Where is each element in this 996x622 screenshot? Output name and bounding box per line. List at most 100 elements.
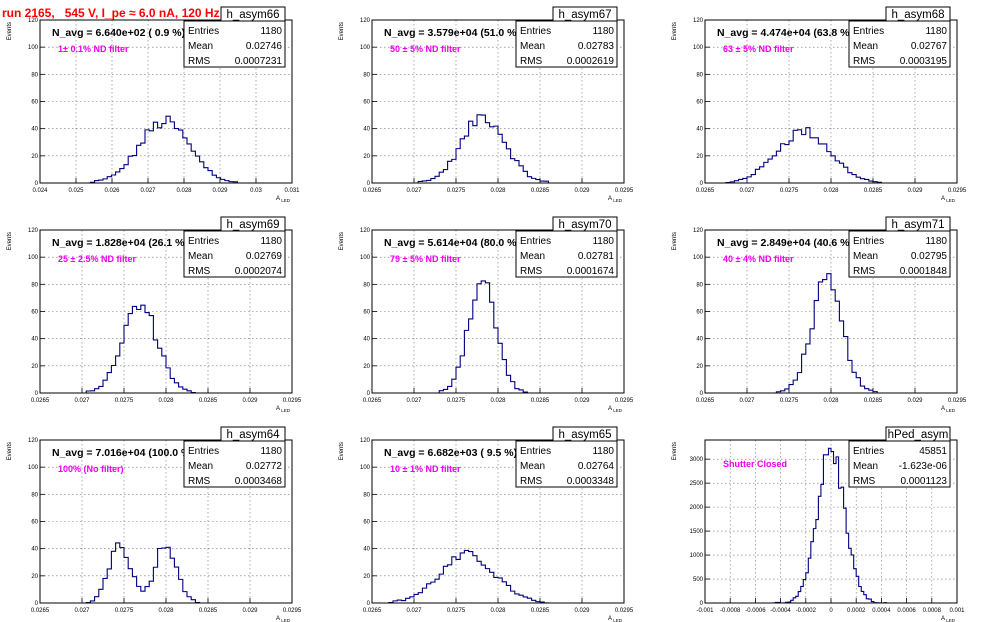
stats-value: 0.0002074 xyxy=(235,266,283,277)
stats-value: 0.0001123 xyxy=(900,476,947,487)
stats-value: 0.02781 xyxy=(578,251,615,262)
x-tick-label: 0.0265 xyxy=(363,398,382,404)
histogram-name: h_asym70 xyxy=(558,219,611,231)
histogram-line xyxy=(40,115,292,184)
stats-key: RMS xyxy=(520,476,543,487)
stats-value: 0.0007231 xyxy=(235,56,283,67)
stats-box: h_asym70 Entries 1180 Mean 0.02781 RMS 0.00016… xyxy=(515,216,618,278)
navg-label: N_avg = 7.016e+04 (100.0 %) xyxy=(52,447,194,459)
y-tick-label: 20 xyxy=(696,364,703,370)
y-tick-label: 120 xyxy=(28,438,39,444)
x-tick-label: 0.0275 xyxy=(447,188,466,194)
stats-key: Mean xyxy=(853,461,878,472)
stats-box: h_asym66 Entries 1180 Mean 0.02746 RMS 0.00072… xyxy=(183,6,286,68)
stats-value: 1180 xyxy=(260,446,282,457)
y-tick-label: 2500 xyxy=(690,481,704,487)
y-tick-label: 100 xyxy=(28,45,39,51)
stats-value: 0.02795 xyxy=(911,251,948,262)
x-tick-label: 0.028 xyxy=(823,188,839,194)
stats-key: Mean xyxy=(188,41,213,52)
x-tick-label: 0 xyxy=(829,608,833,614)
y-tick-label: 500 xyxy=(693,577,704,583)
y-tick-label: 80 xyxy=(31,282,38,288)
x-tick-label: 0.0285 xyxy=(531,398,550,404)
stats-value: 1180 xyxy=(592,236,614,247)
stats-box: h_asym68 Entries 1180 Mean 0.02767 RMS 0.00031… xyxy=(848,6,951,68)
histogram-panel-hPed_asym: -0.001 -0.0008 -0.0006 -0.0004 -0.0002 0 0.000… xyxy=(672,426,965,622)
x-tick-label: 0.03 xyxy=(250,188,262,194)
histogram-panel-h_asym67: 0.0265 0.027 0.0275 0.028 0.0285 0.029 0.0295 0… xyxy=(339,6,634,203)
y-tick-label: 100 xyxy=(28,465,39,471)
x-tick-label: 0.0285 xyxy=(531,608,550,614)
x-tick-label: 0.0006 xyxy=(897,608,916,614)
x-tick-label: 0.029 xyxy=(242,398,258,404)
y-tick-label: 0 xyxy=(35,391,39,397)
plot-frame xyxy=(704,439,958,604)
x-tick-label: 0.028 xyxy=(176,188,192,194)
y-tick-label: 0 xyxy=(700,391,704,397)
histogram-panel-h_asym71: 0.0265 0.027 0.0275 0.028 0.0285 0.029 0.0295 0… xyxy=(672,216,967,413)
y-tick-label: 0 xyxy=(35,601,39,607)
stats-key: Mean xyxy=(188,461,213,472)
x-tick-label: 0.028 xyxy=(158,398,174,404)
stats-key: RMS xyxy=(853,56,876,67)
y-axis-label: Events xyxy=(339,22,345,40)
x-tick-label: 0.0265 xyxy=(363,188,382,194)
stats-value: -1.623e-06 xyxy=(899,461,948,472)
stats-key: Mean xyxy=(520,41,545,52)
histogram-panel-h_asym66: 0.024 0.025 0.026 0.027 0.028 0.029 0.03 0.031 0… xyxy=(7,6,300,203)
stats-key: Entries xyxy=(520,236,551,247)
stats-key: Entries xyxy=(520,26,551,37)
x-tick-label: 0.028 xyxy=(823,398,839,404)
histogram-panel-h_asym70: 0.0265 0.027 0.0275 0.028 0.0285 0.029 0.0295 0… xyxy=(339,216,634,413)
filter-note: 100% (No filter) xyxy=(58,464,124,474)
stats-key: Entries xyxy=(188,236,219,247)
x-tick-label: 0.0265 xyxy=(696,188,715,194)
y-tick-label: 1000 xyxy=(690,553,704,559)
y-tick-label: 120 xyxy=(360,18,371,24)
y-tick-label: 3000 xyxy=(690,457,704,463)
x-tick-label: 0.0285 xyxy=(199,398,218,404)
x-tick-label: 0.031 xyxy=(284,188,300,194)
x-tick-label: 0.029 xyxy=(574,188,590,194)
filter-note: 25 ± 2.5% ND filter xyxy=(58,254,136,264)
y-tick-label: 100 xyxy=(693,45,704,51)
x-tick-label: 0.028 xyxy=(490,608,506,614)
y-tick-label: 120 xyxy=(360,438,371,444)
x-tick-label: 0.0285 xyxy=(864,398,883,404)
filter-note: 10 ± 1% ND filter xyxy=(390,464,461,474)
y-tick-label: 80 xyxy=(363,72,370,78)
navg-label: N_avg = 3.579e+04 (51.0 %) xyxy=(384,27,520,39)
filter-note: 1± 0.1% ND filter xyxy=(58,44,129,54)
histogram-name: h_asym71 xyxy=(891,219,944,231)
x-tick-label: 0.0295 xyxy=(283,608,302,614)
y-tick-label: 0 xyxy=(35,181,39,187)
stats-key: RMS xyxy=(853,476,876,487)
x-axis-label: A LED xyxy=(608,196,623,203)
y-tick-label: 60 xyxy=(363,520,370,526)
y-tick-label: 0 xyxy=(367,181,371,187)
y-tick-label: 40 xyxy=(363,547,370,553)
stats-value: 0.0003195 xyxy=(900,56,948,67)
plot-frame xyxy=(704,19,958,184)
x-tick-label: -0.0004 xyxy=(770,608,791,614)
x-tick-label: 0.027 xyxy=(406,188,422,194)
x-axis-label: A LED xyxy=(276,616,291,622)
histogram-name: h_asym67 xyxy=(558,9,611,21)
stats-key: RMS xyxy=(520,266,543,277)
y-tick-label: 0 xyxy=(367,391,371,397)
x-tick-label: 0.0275 xyxy=(115,608,134,614)
stats-value: 0.0002619 xyxy=(567,56,615,67)
x-tick-label: 0.0295 xyxy=(948,398,967,404)
histogram-panel-h_asym69: 0.0265 0.027 0.0275 0.028 0.0285 0.029 0.0295 0… xyxy=(7,216,302,413)
y-tick-label: 20 xyxy=(31,364,38,370)
x-tick-label: -0.001 xyxy=(696,608,714,614)
stats-value: 1180 xyxy=(260,26,282,37)
x-tick-label: 0.027 xyxy=(739,188,755,194)
x-tick-label: 0.001 xyxy=(949,608,965,614)
x-tick-label: 0.0295 xyxy=(615,398,634,404)
y-axis-label: Events xyxy=(672,22,678,40)
x-tick-label: 0.028 xyxy=(490,398,506,404)
y-tick-label: 20 xyxy=(363,364,370,370)
y-tick-label: 60 xyxy=(31,520,38,526)
